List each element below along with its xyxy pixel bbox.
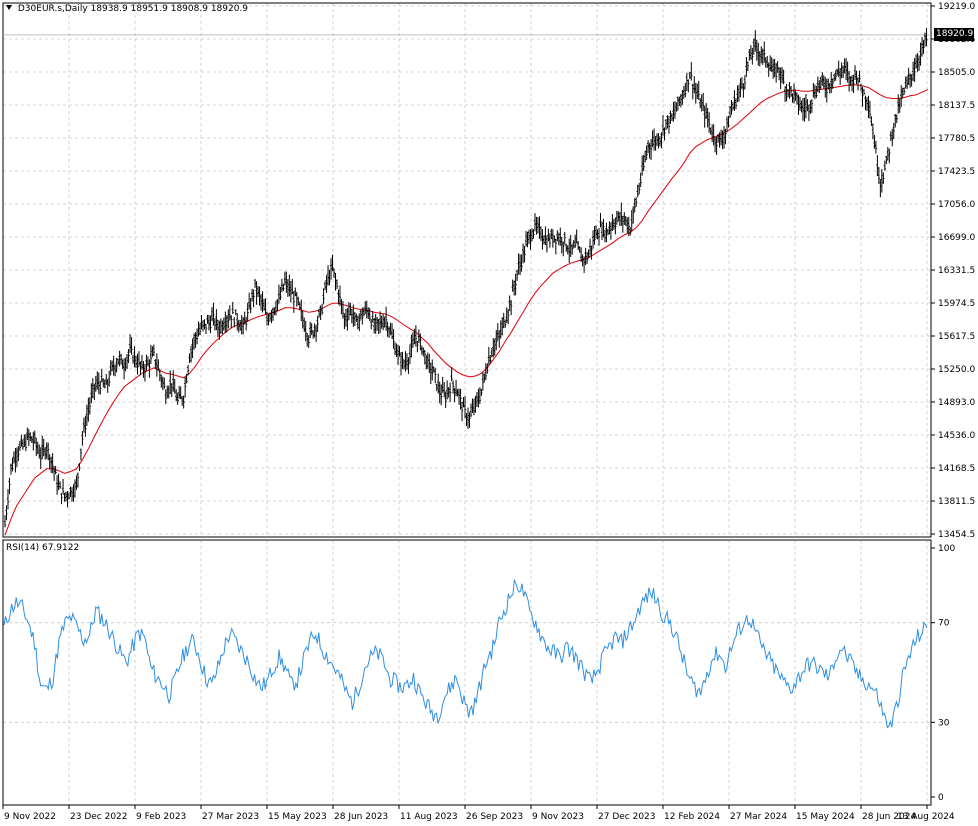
price-tick-label: 13811.5 — [938, 497, 975, 507]
rsi-tick-label: 70 — [938, 619, 950, 629]
date-tick-label: 13 Aug 2024 — [897, 812, 955, 822]
date-tick-label: 9 Nov 2022 — [4, 812, 56, 822]
price-tick-label: 15617.5 — [938, 332, 975, 342]
axes-frame — [2, 2, 932, 806]
low-value: 18908.9 — [170, 4, 208, 14]
rsi-panel-frame — [2, 539, 932, 806]
date-tick-label: 27 Mar 2023 — [202, 812, 259, 822]
price-tick-label: 19219.0 — [938, 2, 975, 12]
price-tick-label: 15974.5 — [938, 299, 975, 309]
close-value: 18920.9 — [210, 4, 249, 14]
grid-lines — [2, 3, 931, 805]
chart-header: D30EUR.s,Daily 18938.9 18951.9 18908.9 1… — [6, 4, 248, 14]
dropdown-triangle-icon[interactable] — [6, 5, 12, 10]
price-tick-label: 15250.0 — [938, 365, 975, 375]
price-tick-label: 17780.5 — [938, 134, 975, 144]
rsi-layer — [3, 579, 928, 729]
symbol-label: D30EUR.s,Daily — [17, 4, 88, 14]
price-tick-label: 16331.5 — [938, 266, 975, 276]
date-tick-label: 23 Dec 2022 — [70, 812, 128, 822]
date-axis-ticks: 9 Nov 2022 23 Dec 2022 9 Feb 2023 27 Mar 20… — [2, 805, 955, 822]
date-tick-label: 9 Feb 2023 — [136, 812, 186, 822]
rsi-name: RSI(14) — [6, 543, 40, 553]
price-tick-label: 17056.0 — [938, 200, 975, 210]
date-tick-label: 9 Nov 2023 — [532, 812, 584, 822]
candlestick-layer — [3, 28, 928, 528]
rsi-axis-ticks: 100 70 30 0 — [931, 544, 955, 803]
high-value: 18951.9 — [130, 4, 168, 14]
date-tick-label: 27 Dec 2023 — [598, 812, 656, 822]
date-tick-label: 15 May 2023 — [268, 812, 327, 822]
rsi-line — [3, 579, 928, 729]
date-tick-label: 15 May 2024 — [796, 812, 855, 822]
price-tick-label: 14536.0 — [938, 431, 975, 441]
current-price-label: 18920.9 — [934, 28, 974, 42]
price-tick-label: 18505.0 — [938, 68, 975, 78]
date-tick-label: 11 Aug 2023 — [400, 812, 458, 822]
price-tick-label: 14893.0 — [938, 398, 975, 408]
rsi-tick-label: 0 — [938, 793, 944, 803]
rsi-header: RSI(14) 67.9122 — [6, 543, 79, 553]
price-tick-label: 13454.5 — [938, 530, 975, 540]
date-tick-label: 27 Mar 2024 — [730, 812, 787, 822]
price-tick-label: 16699.0 — [938, 233, 975, 243]
date-tick-label: 28 Jun 2023 — [334, 812, 388, 822]
date-tick-label: 28 Jun 2024 — [862, 812, 916, 822]
rsi-tick-label: 100 — [938, 544, 955, 554]
price-tick-label: 18137.5 — [938, 101, 975, 111]
price-tick-label: 14168.5 — [938, 464, 975, 474]
price-tick-label: 17423.5 — [938, 167, 975, 177]
date-tick-label: 26 Sep 2023 — [466, 812, 523, 822]
open-value: 18938.9 — [90, 4, 128, 14]
rsi-tick-label: 30 — [938, 718, 950, 728]
price-axis-ticks: 19219.018862.618505.018137.517780.517423… — [931, 2, 975, 540]
date-tick-label: 12 Feb 2024 — [664, 812, 720, 822]
rsi-value: 67.9122 — [41, 543, 80, 553]
